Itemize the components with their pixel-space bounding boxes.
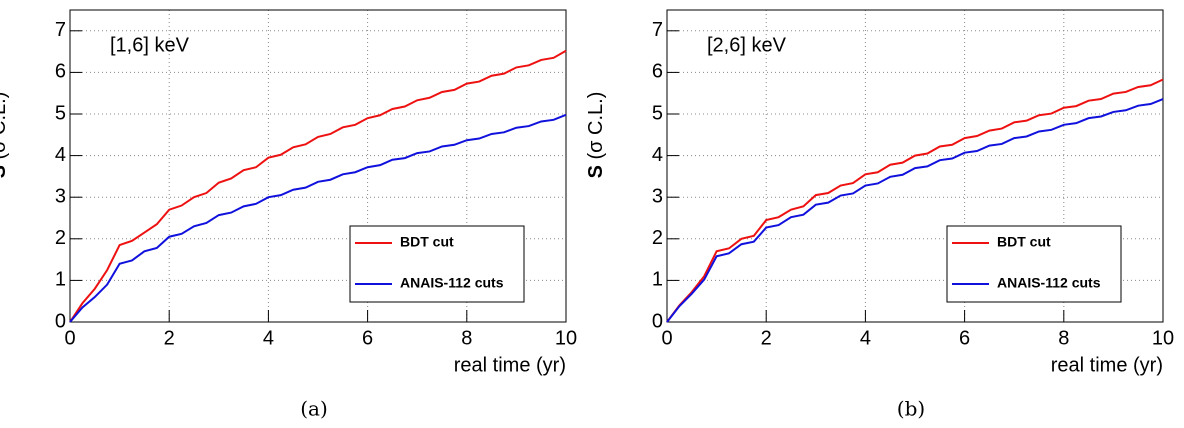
- legend-box: [946, 225, 1122, 303]
- y-tick-label: 5: [652, 102, 663, 124]
- x-tick-label: 4: [263, 327, 274, 349]
- y-tick-label: 6: [652, 61, 663, 83]
- data-line: [69, 113, 567, 323]
- y-axis-label: S (σ C.L.): [585, 92, 607, 179]
- x-tick-label: 4: [860, 327, 871, 349]
- legend-label: BDT cut: [400, 234, 454, 250]
- y-axis-unit: (σ C.L.): [585, 92, 607, 160]
- y-axis-label: S (σ C.L.): [0, 92, 10, 179]
- x-axis-label: real time (yr): [1051, 354, 1163, 376]
- y-tick-label: 7: [55, 19, 66, 41]
- y-tick-label: 0: [652, 310, 663, 332]
- plot-frame: [666, 9, 1164, 323]
- plot-frame: [69, 9, 567, 323]
- y-tick-label: 0: [55, 310, 66, 332]
- x-tick-label: 10: [555, 327, 577, 349]
- y-tick-label: 1: [652, 269, 663, 291]
- x-tick-label: 6: [362, 327, 373, 349]
- y-tick-label: 7: [652, 19, 663, 41]
- y-tick-label: 3: [55, 185, 66, 207]
- caption: (b): [897, 397, 925, 421]
- y-tick-label: 6: [55, 61, 66, 83]
- data-line: [666, 98, 1164, 323]
- y-tick-label: 4: [55, 144, 66, 166]
- x-tick-label: 0: [661, 327, 672, 349]
- x-tick-label: 10: [1152, 327, 1174, 349]
- y-axis-unit: (σ C.L.): [0, 92, 10, 160]
- y-tick-label: 3: [652, 185, 663, 207]
- x-axis-label: real time (yr): [454, 354, 566, 376]
- x-tick-label: 6: [959, 327, 970, 349]
- y-tick-label: 4: [652, 144, 663, 166]
- annotation: [1,6] keV: [110, 34, 190, 56]
- x-tick-label: 8: [1058, 327, 1069, 349]
- data-line: [666, 78, 1164, 323]
- y-tick-label: 2: [55, 227, 66, 249]
- x-tick-label: 0: [64, 327, 75, 349]
- x-tick-label: 2: [761, 327, 772, 349]
- y-tick-label: 2: [652, 227, 663, 249]
- legend-label: ANAIS-112 cuts: [997, 275, 1101, 291]
- y-axis-symbol: S: [585, 165, 607, 178]
- x-tick-label: 8: [461, 327, 472, 349]
- y-tick-label: 5: [55, 102, 66, 124]
- data-line: [69, 49, 567, 323]
- legend-label: BDT cut: [997, 234, 1051, 250]
- y-axis-symbol: S: [0, 165, 10, 178]
- legend-label: ANAIS-112 cuts: [400, 275, 504, 291]
- x-tick-label: 2: [164, 327, 175, 349]
- legend-box: [349, 225, 525, 303]
- annotation: [2,6] keV: [707, 34, 787, 56]
- y-tick-label: 1: [55, 269, 66, 291]
- caption: (a): [300, 397, 328, 421]
